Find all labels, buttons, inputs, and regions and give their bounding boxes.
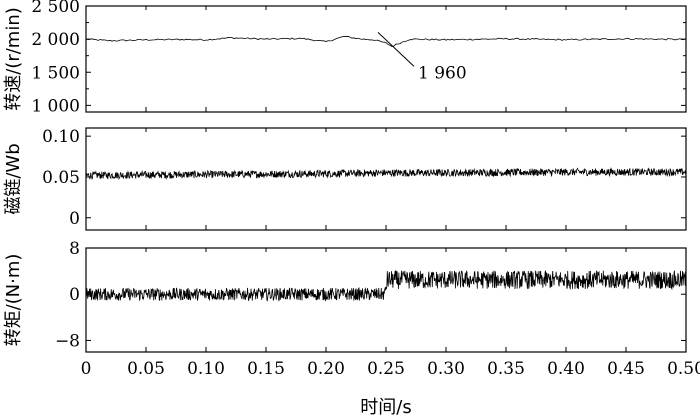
x-axis-label: 时间/s bbox=[360, 397, 411, 418]
y-axis-label: 转速/(r/min) bbox=[3, 7, 24, 111]
panel-frame bbox=[85, 247, 687, 353]
y-tick-label: 1 000 bbox=[31, 96, 80, 116]
x-tick-label: 0.30 bbox=[427, 359, 465, 379]
annotation-label: 1 960 bbox=[418, 63, 467, 83]
y-axis-label: 转矩/(N·m) bbox=[3, 254, 24, 347]
x-tick-label: 0.10 bbox=[187, 359, 225, 379]
series-line-1 bbox=[85, 36, 687, 47]
y-tick-label: 0 bbox=[69, 285, 80, 305]
x-tick-label: 0.05 bbox=[127, 359, 165, 379]
y-tick-label: 0 bbox=[69, 209, 80, 229]
annotation-leader bbox=[377, 32, 415, 67]
y-tick-label: 0.05 bbox=[42, 168, 80, 188]
series-line-1 bbox=[85, 167, 687, 181]
series-line-1 bbox=[85, 269, 687, 302]
y-tick-label: 1 500 bbox=[31, 63, 80, 83]
y-tick-label: 2 000 bbox=[31, 30, 80, 50]
chart-panels: 1 000 1 500 2 000 2 500 转速/(r/min) 1 960 0 0.05… bbox=[3, 0, 700, 379]
panel-frame bbox=[85, 5, 687, 113]
x-tick-label: 0.15 bbox=[247, 359, 285, 379]
x-tick-label: 0 bbox=[81, 359, 92, 379]
panel-frame bbox=[85, 127, 687, 231]
y-tick-label: 2 500 bbox=[31, 0, 80, 17]
x-tick-label: 0.50 bbox=[667, 359, 700, 379]
x-tick-label: 0.45 bbox=[607, 359, 645, 379]
x-tick-label: 0.35 bbox=[487, 359, 525, 379]
y-tick-label: −8 bbox=[55, 331, 80, 351]
y-tick-label: 0.10 bbox=[42, 127, 80, 147]
panel-2: 0 0.05 0.10 磁链/Wb bbox=[3, 127, 687, 231]
x-tick-label: 0.25 bbox=[367, 359, 405, 379]
y-axis-label: 磁链/Wb bbox=[3, 143, 24, 214]
x-tick-label: 0.20 bbox=[307, 359, 345, 379]
y-tick-label: 8 bbox=[69, 239, 80, 259]
x-tick-label: 0.40 bbox=[547, 359, 585, 379]
panel-1: 1 000 1 500 2 000 2 500 转速/(r/min) 1 960 bbox=[3, 0, 687, 116]
